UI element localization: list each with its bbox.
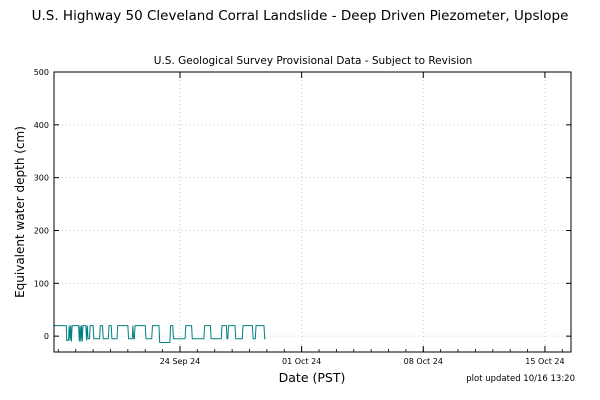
plot-frame	[53, 71, 572, 353]
y-tick-label: 500	[34, 68, 49, 77]
y-axis-label: Equivalent water depth (cm)	[13, 126, 27, 298]
y-tick-label: 0	[44, 332, 49, 341]
chart-title: U.S. Highway 50 Cleveland Corral Landsli…	[32, 8, 569, 24]
chart-subtitle: U.S. Geological Survey Provisional Data …	[154, 55, 472, 67]
x-tick-label: 24 Sep 24	[160, 357, 201, 366]
series-layer	[54, 325, 266, 343]
x-axis: 24 Sep 24 01 Oct 24 08 Oct 24 15 Oct 24	[57, 72, 565, 366]
y-tick-label: 400	[34, 121, 49, 130]
y-axis: 0 100 200 300 400 500	[34, 68, 571, 341]
x-axis-label: Date (PST)	[279, 370, 346, 385]
x-tick-label: 15 Oct 24	[525, 357, 564, 366]
plot-updated-note: plot updated 10/16 13:20	[466, 374, 575, 384]
y-tick-label: 300	[34, 174, 49, 183]
y-tick-label: 100	[34, 279, 49, 288]
y-tick-label: 200	[34, 226, 49, 235]
grid	[54, 71, 571, 352]
series-line	[54, 325, 266, 343]
x-tick-label: 01 Oct 24	[282, 357, 321, 366]
x-tick-label: 08 Oct 24	[404, 357, 443, 366]
